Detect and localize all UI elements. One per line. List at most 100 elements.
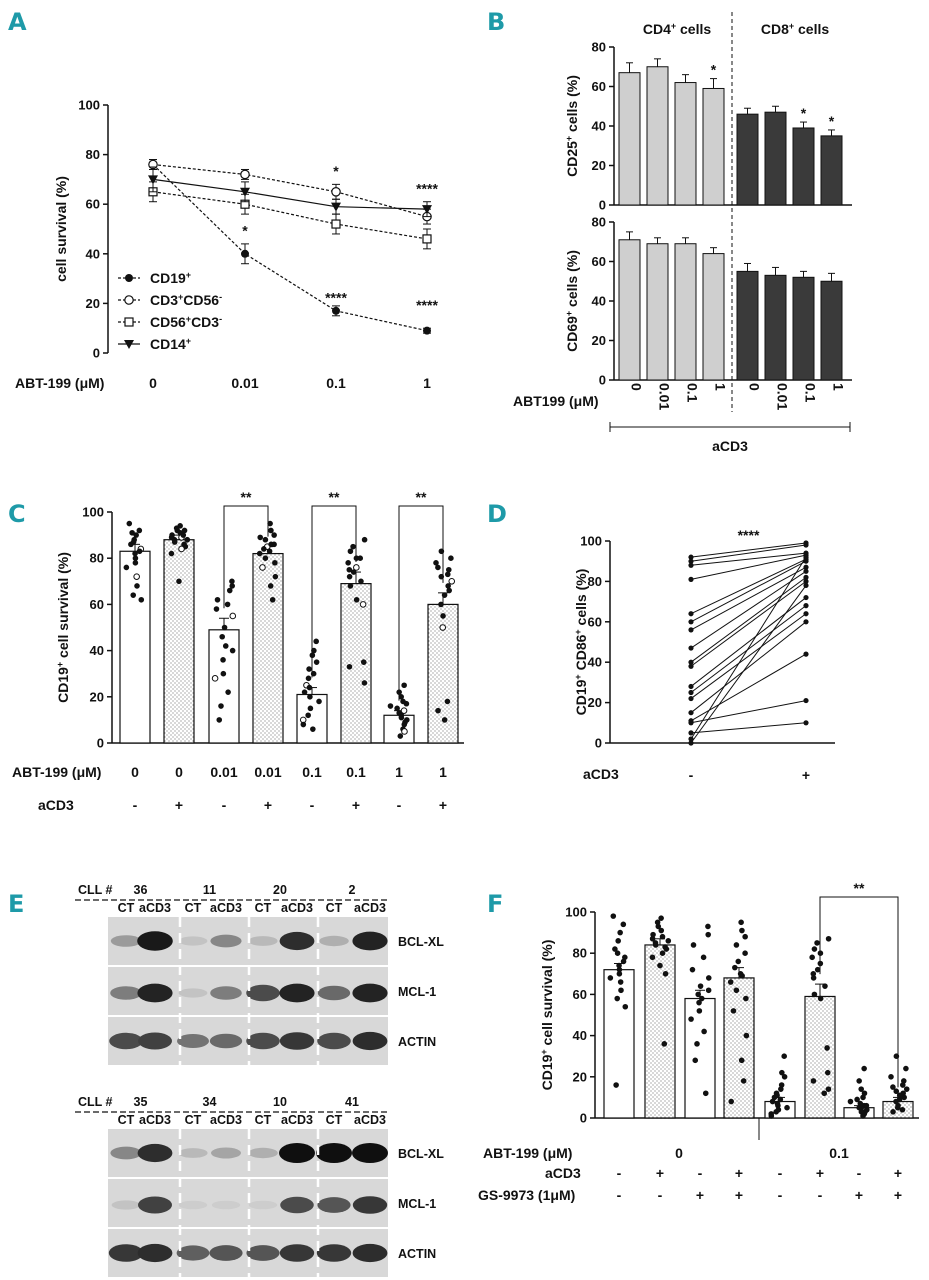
superscript: + [186,270,191,280]
d-point [688,558,694,564]
c-point [403,700,410,707]
f-row3-value: + [696,1187,704,1203]
c-point [301,689,308,695]
f-point [696,1008,703,1014]
a-series-line [152,164,428,332]
f-point [777,1096,784,1103]
e-patient-id: 41 [345,1095,359,1109]
c-point [440,613,446,619]
f-point [702,1090,709,1097]
d-point [803,568,809,574]
c-point [130,539,137,545]
e-band [352,1143,388,1163]
f-point [861,1065,867,1072]
label-part: CD19 [55,667,71,703]
f-point [692,1057,699,1064]
c-point [345,560,351,566]
y-tick-label: 20 [90,689,104,704]
f-point [694,1041,700,1047]
superscript: - [219,292,222,302]
f-point [649,954,656,961]
f-point [858,1109,865,1115]
chart-b-cd69-bars: 0 20 40 60 80 CD69+ cells (%) 0 0.01 0.1 1 0 0.01 0.… [513,215,852,454]
a-xlabel: ABT-199 (μM) [15,375,104,391]
f-row3-value: + [735,1187,743,1203]
e-band [110,1146,142,1160]
f-row3-value: + [855,1187,863,1203]
f-bar [804,995,836,1119]
label-part: CD3 [191,314,219,330]
e-patient-id: 10 [273,1095,287,1109]
c-row2-value: - [397,797,402,813]
c-point [306,666,312,672]
c-point [444,571,451,578]
d-pair-line [690,700,807,724]
y-tick-label: 20 [588,695,602,710]
y-tick-label: 80 [573,946,587,961]
f-point [661,1041,668,1047]
e-patient-id: 35 [134,1095,148,1109]
f-point [856,1104,862,1111]
c-point [401,728,408,735]
f-point [809,954,815,961]
c-point [438,573,445,580]
c-point [435,564,441,571]
f-point [854,1096,860,1103]
c-point [360,659,367,665]
f-point [740,1078,747,1084]
c-point [211,675,219,682]
c-point [387,703,394,709]
superscript: + [178,292,183,302]
c-row1-label: ABT-199 (μM) [12,764,101,780]
f-point [617,979,624,985]
panel-letter-e: E [8,890,24,918]
a-point [332,306,340,315]
f-point [701,1028,707,1035]
label-part: CD4 [643,21,671,37]
e-band [209,1245,243,1261]
c-row1-value: 0.1 [346,764,366,780]
c-point [307,694,313,700]
y-tick-label: 20 [592,158,606,173]
f-point [888,1074,894,1080]
c-point [224,601,231,608]
f-point [620,921,627,928]
a-point [240,169,250,180]
c-point [401,721,408,728]
f-point [814,940,820,946]
b-bar [674,82,697,206]
f-row1-value: 0.1 [829,1145,849,1161]
e-patient-id: 11 [203,883,216,897]
d-point [688,562,694,568]
c-bracket [223,505,269,609]
e-band [137,1243,173,1263]
c-point [130,592,137,598]
f-point [617,929,623,936]
c-row2-value: - [133,797,138,813]
e-band [248,1200,278,1210]
f-row3-value: + [894,1187,902,1203]
superscript: + [186,336,191,346]
b-bar [618,72,641,206]
e-patient-id: 36 [134,883,148,897]
label-part: CD19 [150,270,186,286]
superscript: + [186,314,191,324]
b-bar [702,253,725,381]
d-pair-line [690,605,807,693]
e-lane-label: aCD3 [354,1113,386,1127]
y-tick-label: 100 [82,505,104,520]
f-point [739,927,745,934]
f-row3-value: - [818,1187,823,1203]
e-band [110,986,142,1000]
d-point [688,611,694,617]
d-pair-line [690,576,807,663]
e-band [110,935,142,947]
e-band [210,986,242,1000]
d-point [803,542,809,548]
f-point [901,1094,907,1101]
y-tick-label: 60 [592,254,606,269]
c-point [213,606,220,612]
d-point [688,695,694,702]
c-point [272,560,278,566]
c-point [218,703,224,709]
